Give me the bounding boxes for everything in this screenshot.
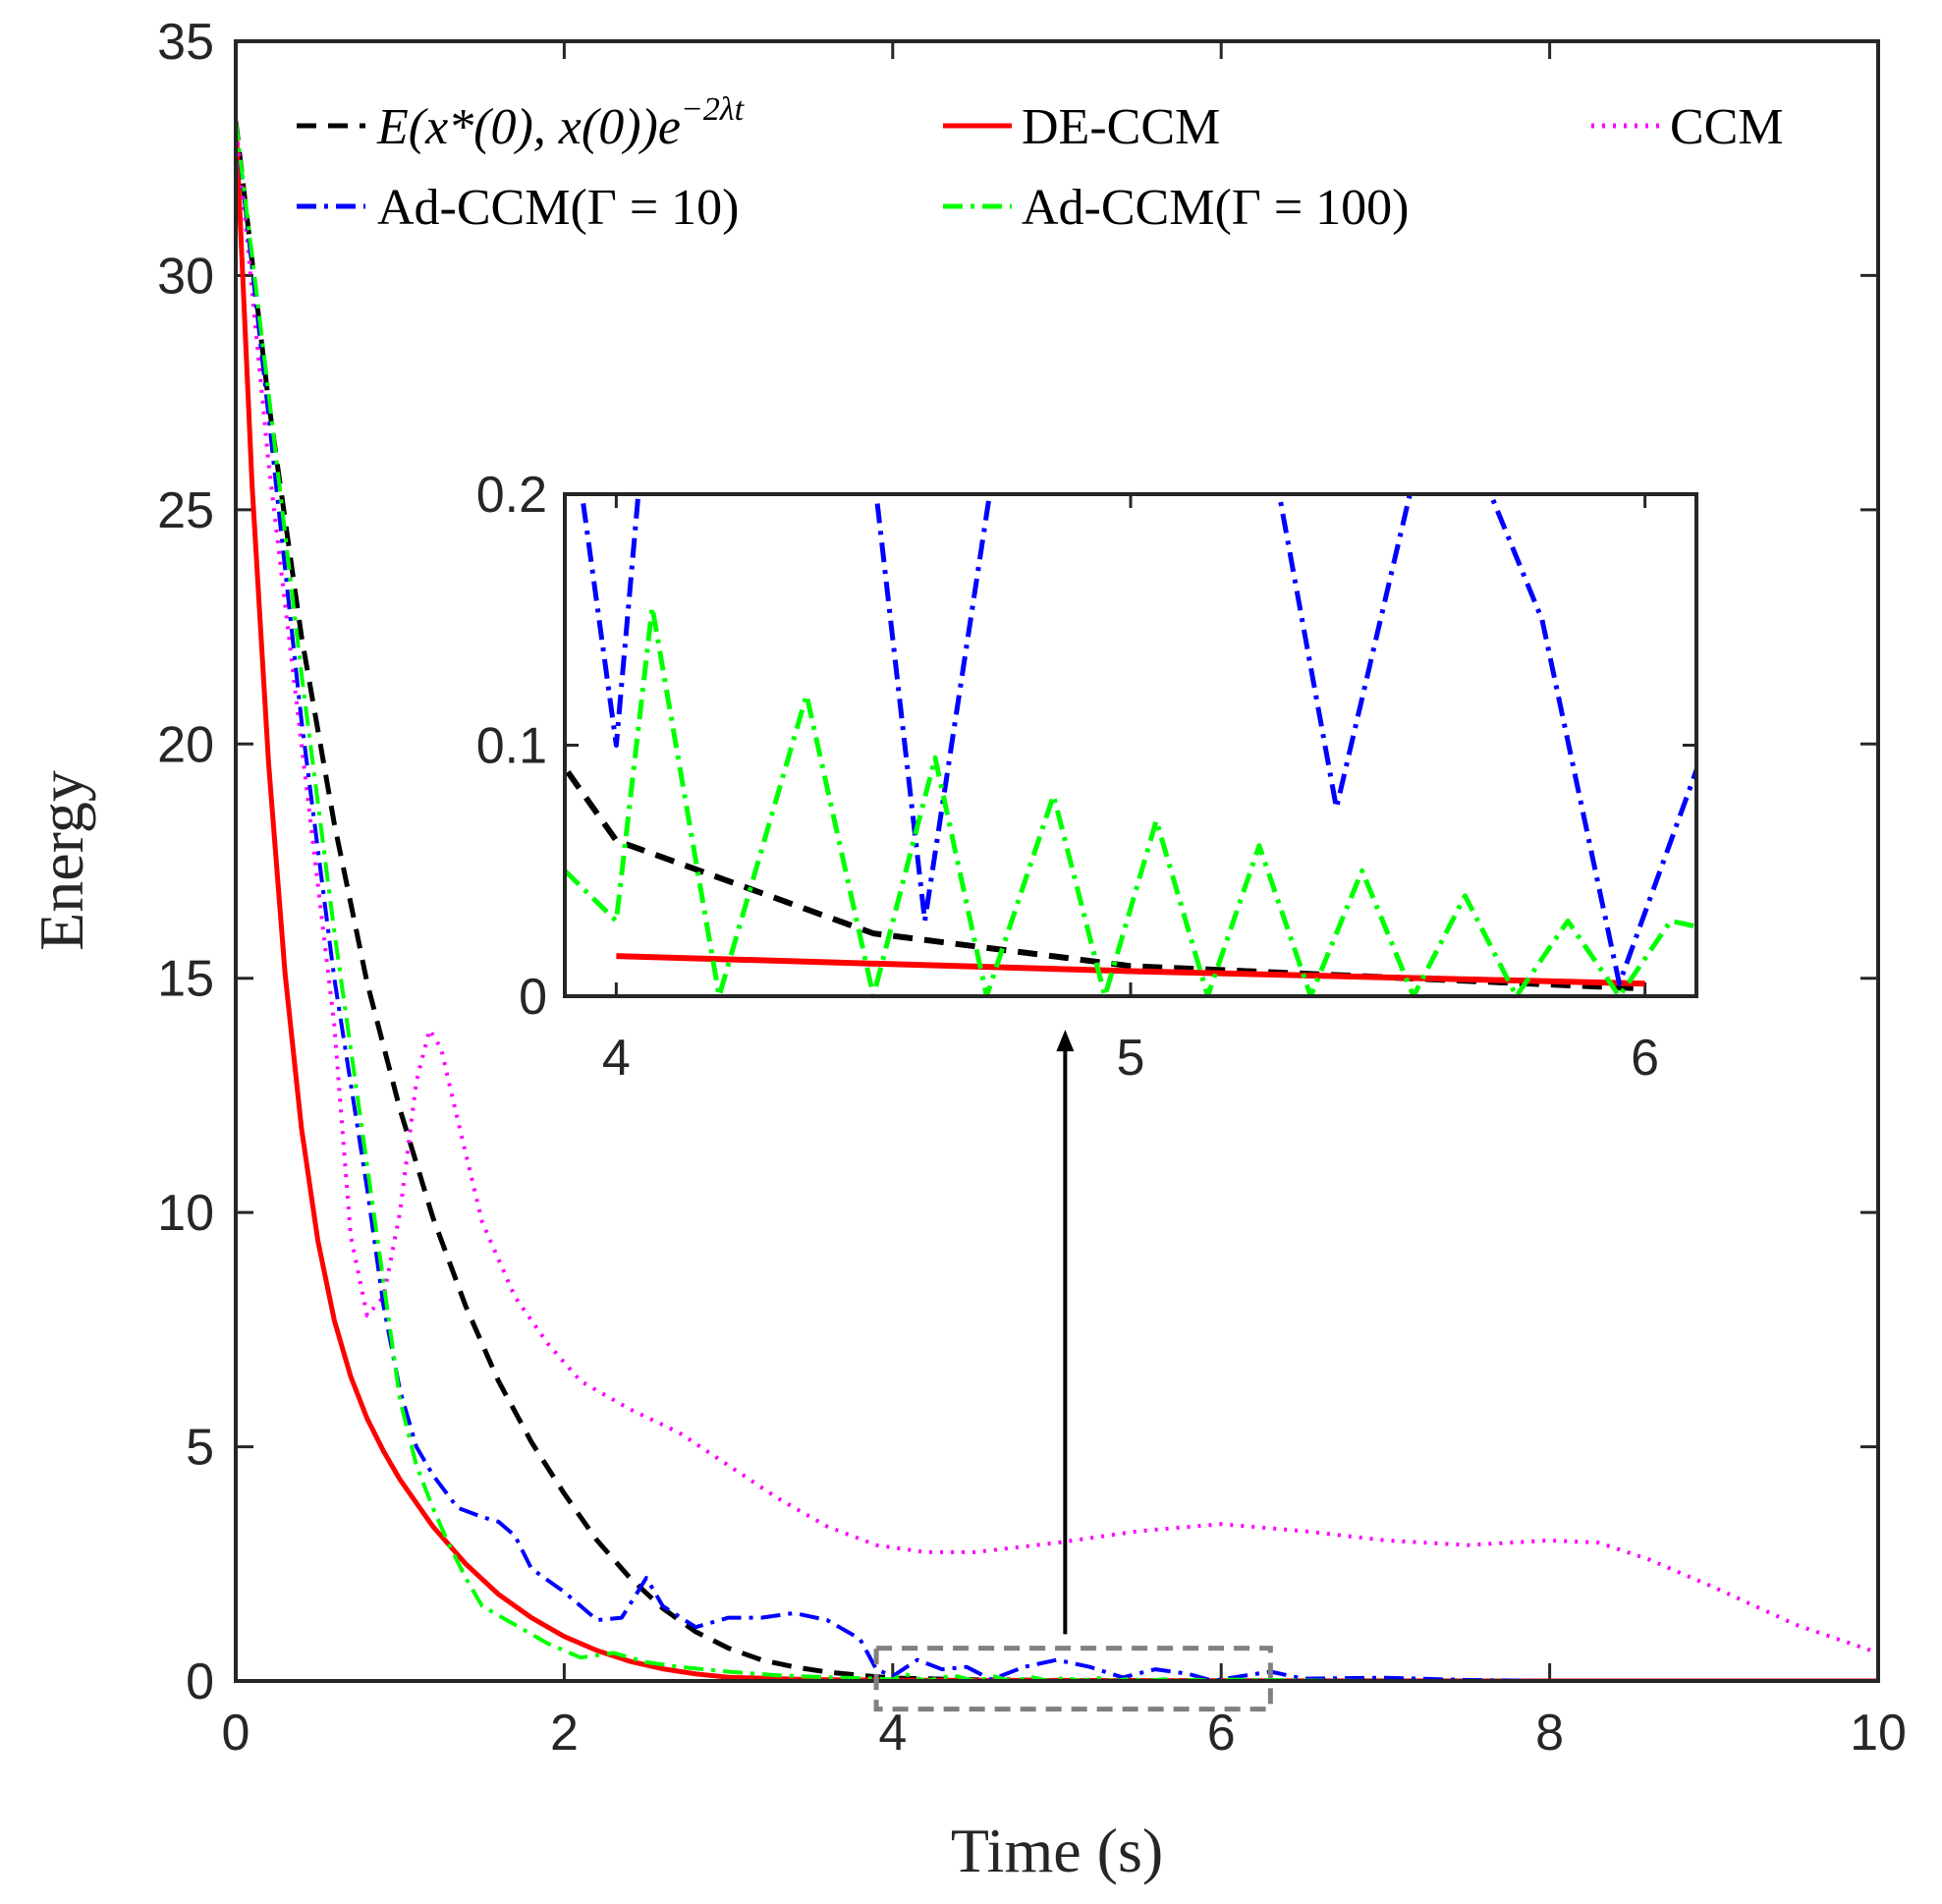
y-tick-label: 25 — [157, 482, 214, 539]
y-tick-label: 35 — [157, 14, 214, 71]
y-tick-label: 20 — [157, 716, 214, 773]
x-tick-label: 2 — [550, 1705, 579, 1762]
legend-label-ad-ccm-100: Ad-CCM(Γ = 100) — [1022, 180, 1410, 236]
x-tick-label: 0 — [222, 1705, 250, 1762]
inset-series-line-ad-ccm-100- — [565, 604, 1696, 996]
zoom-box — [873, 1646, 1273, 1712]
y-tick-label: 0 — [186, 1653, 214, 1710]
legend-label-bound: E(x*(0), x(0))e−2λt — [376, 91, 746, 155]
inset-series-line-de-ccm — [616, 953, 1645, 987]
x-tick-label: 6 — [1207, 1705, 1236, 1762]
x-tick-label: 8 — [1535, 1705, 1564, 1762]
inset-x-tick-label: 4 — [602, 1030, 631, 1087]
inset-y-tick-label: 0 — [519, 969, 547, 1026]
main-axes-frame — [234, 39, 1880, 1683]
y-tick-label: 15 — [157, 951, 214, 1008]
y-axis-title: Energy — [27, 770, 96, 951]
zoom-indicator — [873, 1030, 1273, 1712]
zoom-arrow-head — [1056, 1030, 1075, 1052]
legend-label-ad-ccm-10: Ad-CCM(Γ = 10) — [377, 180, 740, 236]
x-tick-label: 4 — [878, 1705, 907, 1762]
inset-plot-area — [565, 494, 1696, 996]
x-tick-label: 10 — [1850, 1705, 1907, 1762]
inset-x-tick-label: 6 — [1631, 1030, 1659, 1087]
x-axis-title: Time (s) — [951, 1816, 1163, 1885]
inset-series-group — [565, 494, 1696, 996]
inset-y-tick-label: 0.2 — [476, 467, 547, 524]
y-tick-label: 10 — [157, 1185, 214, 1242]
inset-axes-frame — [563, 492, 1698, 998]
legend-label-ccm: CCM — [1670, 99, 1784, 155]
legend: E(x*(0), x(0))e−2λt DE-CCM CCM Ad-CCM(Γ … — [297, 91, 1784, 236]
inset-tick-labels: 4 5 6 0 0.1 0.2 — [476, 467, 1659, 1087]
y-tick-label: 5 — [186, 1420, 214, 1477]
inset-series-line-ad-ccm-10- — [579, 494, 1696, 986]
legend-label-de-ccm: DE-CCM — [1022, 99, 1220, 155]
main-tick-labels: 0 2 4 6 8 10 0 5 10 15 20 25 30 35 — [157, 14, 1907, 1762]
y-tick-label: 30 — [157, 248, 214, 305]
inset-x-tick-label: 5 — [1117, 1030, 1145, 1087]
inset-y-tick-label: 0.1 — [476, 718, 547, 775]
